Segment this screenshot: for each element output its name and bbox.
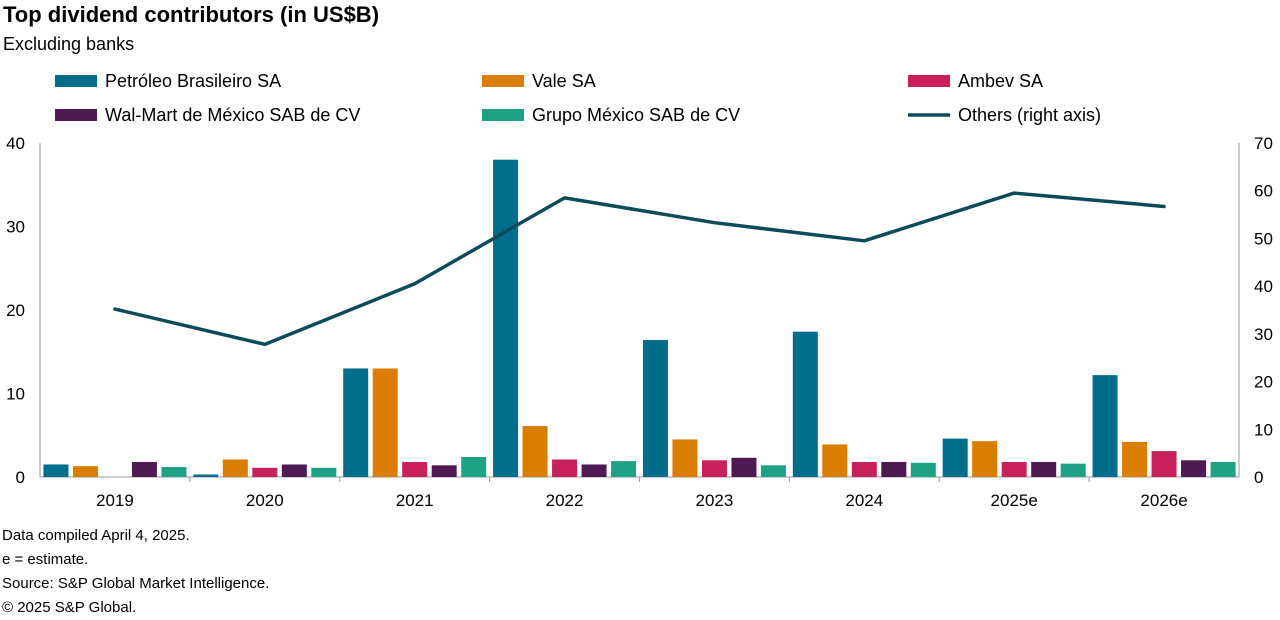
x-tick-label: 2020 xyxy=(246,491,284,510)
bar-petroleo-brasileiro-sa-2019 xyxy=(43,464,68,477)
note-source: Source: S&P Global Market Intelligence. xyxy=(2,572,269,596)
legend-label-petroleo-brasileiro-sa: Petróleo Brasileiro SA xyxy=(105,71,281,91)
bar-wal-mart-de-mexico-sab-de-cv-2025e xyxy=(1031,462,1056,477)
legend-label-vale-sa: Vale SA xyxy=(532,71,596,91)
y-tick-label: 10 xyxy=(6,385,25,404)
bar-grupo-mexico-sab-de-cv-2024 xyxy=(911,463,936,477)
legend-label-others-right-axis: Others (right axis) xyxy=(958,105,1101,125)
x-tick-label: 2019 xyxy=(96,491,134,510)
bar-wal-mart-de-mexico-sab-de-cv-2021 xyxy=(432,465,457,477)
legend-swatch-wal-mart-de-mexico-sab-de-cv xyxy=(55,109,97,121)
bar-vale-sa-2025e xyxy=(972,441,997,477)
y2-tick-label: 40 xyxy=(1254,277,1273,296)
bars xyxy=(43,160,1235,477)
bar-wal-mart-de-mexico-sab-de-cv-2023 xyxy=(731,458,756,477)
bar-wal-mart-de-mexico-sab-de-cv-2024 xyxy=(881,462,906,477)
bar-vale-sa-2019 xyxy=(73,466,98,477)
y2-tick-label: 0 xyxy=(1254,468,1263,487)
bar-wal-mart-de-mexico-sab-de-cv-2026e xyxy=(1181,460,1206,477)
bar-petroleo-brasileiro-sa-2025e xyxy=(943,439,968,477)
bar-vale-sa-2021 xyxy=(373,368,398,477)
x-tick-label: 2026e xyxy=(1140,491,1187,510)
y2-tick-label: 10 xyxy=(1254,420,1273,439)
legend-swatch-petroleo-brasileiro-sa xyxy=(55,75,97,87)
note-estimate: e = estimate. xyxy=(2,548,269,572)
bar-grupo-mexico-sab-de-cv-2025e xyxy=(1061,464,1086,477)
bar-grupo-mexico-sab-de-cv-2026e xyxy=(1211,462,1236,477)
legend: Petróleo Brasileiro SA Vale SA Ambev SA Wal… xyxy=(55,71,1101,125)
y2-tick-label: 30 xyxy=(1254,325,1273,344)
x-tick-label: 2023 xyxy=(696,491,734,510)
bar-ambev-sa-2021 xyxy=(402,462,427,477)
legend-swatch-vale-sa xyxy=(482,75,524,87)
bar-vale-sa-2026e xyxy=(1122,442,1147,477)
bar-ambev-sa-2024 xyxy=(852,462,877,477)
bar-ambev-sa-2022 xyxy=(552,459,577,477)
bar-petroleo-brasileiro-sa-2021 xyxy=(343,368,368,477)
bar-ambev-sa-2023 xyxy=(702,460,727,477)
bar-wal-mart-de-mexico-sab-de-cv-2019 xyxy=(132,462,157,477)
bar-grupo-mexico-sab-de-cv-2021 xyxy=(461,457,486,477)
bar-vale-sa-2024 xyxy=(822,444,847,477)
bar-vale-sa-2020 xyxy=(223,459,248,477)
bar-petroleo-brasileiro-sa-2023 xyxy=(643,340,668,477)
y-tick-label: 40 xyxy=(6,134,25,153)
axes: 0 10 20 30 40 0 10 20 30 40 50 60 70 2019 2020 2021 2022… xyxy=(6,134,1273,510)
y-tick-label: 30 xyxy=(6,218,25,237)
bar-wal-mart-de-mexico-sab-de-cv-2022 xyxy=(582,464,607,477)
line-others-right-axis xyxy=(115,193,1164,344)
y-tick-label: 0 xyxy=(16,468,25,487)
legend-swatch-grupo-mexico-sab-de-cv xyxy=(482,109,524,121)
bar-grupo-mexico-sab-de-cv-2020 xyxy=(311,468,336,477)
bar-grupo-mexico-sab-de-cv-2022 xyxy=(611,461,636,477)
note-date: Data compiled April 4, 2025. xyxy=(2,524,269,548)
bar-petroleo-brasileiro-sa-2020 xyxy=(193,474,218,477)
bar-wal-mart-de-mexico-sab-de-cv-2020 xyxy=(282,464,307,477)
footnotes: Data compiled April 4, 2025. e = estimat… xyxy=(2,524,269,620)
bar-vale-sa-2022 xyxy=(523,426,548,477)
y2-tick-label: 70 xyxy=(1254,134,1273,153)
legend-label-grupo-mexico-sab-de-cv: Grupo México SAB de CV xyxy=(532,105,740,125)
y2-tick-label: 20 xyxy=(1254,373,1273,392)
others-line xyxy=(115,193,1164,344)
y2-tick-label: 50 xyxy=(1254,229,1273,248)
bar-petroleo-brasileiro-sa-2022 xyxy=(493,160,518,477)
note-copyright: © 2025 S&P Global. xyxy=(2,596,269,620)
bar-vale-sa-2023 xyxy=(672,439,697,477)
x-tick-label: 2025e xyxy=(991,491,1038,510)
x-tick-label: 2022 xyxy=(546,491,584,510)
bar-grupo-mexico-sab-de-cv-2019 xyxy=(161,467,186,477)
bar-petroleo-brasileiro-sa-2026e xyxy=(1093,375,1118,477)
x-tick-label: 2024 xyxy=(845,491,883,510)
bar-ambev-sa-2025e xyxy=(1002,462,1027,477)
legend-label-ambev-sa: Ambev SA xyxy=(958,71,1043,91)
y-tick-label: 20 xyxy=(6,301,25,320)
bar-ambev-sa-2020 xyxy=(252,468,277,477)
x-tick-label: 2021 xyxy=(396,491,434,510)
y2-tick-label: 60 xyxy=(1254,182,1273,201)
legend-swatch-ambev-sa xyxy=(908,75,950,87)
bar-petroleo-brasileiro-sa-2024 xyxy=(793,332,818,477)
bar-ambev-sa-2026e xyxy=(1152,451,1177,477)
legend-label-wal-mart-de-mexico-sab-de-cv: Wal-Mart de México SAB de CV xyxy=(105,105,360,125)
bar-grupo-mexico-sab-de-cv-2023 xyxy=(761,465,786,477)
